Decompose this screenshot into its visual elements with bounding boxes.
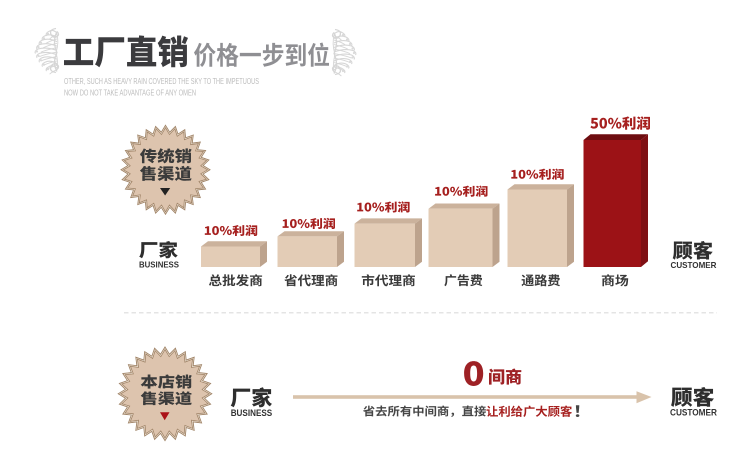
svg-text:NOW DO NOT TAKE ADVANTAGE OF A: NOW DO NOT TAKE ADVANTAGE OF ANY OMEN (64, 87, 196, 97)
svg-text:BUSINESS: BUSINESS (139, 260, 179, 270)
svg-text:CUSTOMER: CUSTOMER (670, 408, 718, 418)
svg-text:OTHER, SUCH AS HEAVY RAIN COVE: OTHER, SUCH AS HEAVY RAIN COVERED THE SK… (64, 76, 259, 86)
svg-text:CUSTOMER: CUSTOMER (671, 260, 717, 270)
svg-text:BUSINESS: BUSINESS (231, 408, 273, 418)
